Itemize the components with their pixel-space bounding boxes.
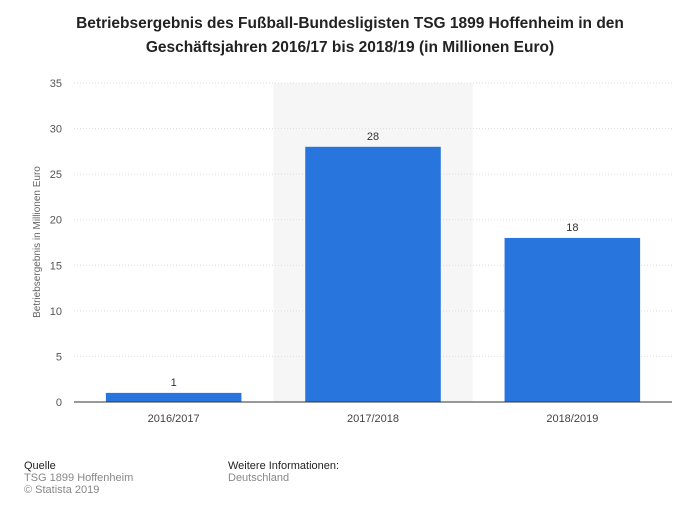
chart-title: Betriebsergebnis des Fußball-Bundesligis… xyxy=(20,12,680,60)
x-tick-label: 2016/2017 xyxy=(148,413,200,425)
info-block: Weitere Informationen: Deutschland xyxy=(228,460,339,484)
info-line-1: Deutschland xyxy=(228,472,290,484)
source-line-2: © Statista 2019 xyxy=(24,484,100,496)
y-tick-label: 15 xyxy=(50,260,62,272)
x-tick-label: 2018/2019 xyxy=(546,413,598,425)
chart-title-line-1: Betriebsergebnis des Fußball-Bundesligis… xyxy=(76,15,624,32)
y-tick-label: 35 xyxy=(50,78,62,90)
y-axis-label: Betriebsergebnis in Millionen Euro xyxy=(32,166,43,318)
bars: 1 28 18 xyxy=(105,131,641,402)
grid-lines xyxy=(74,82,672,357)
y-tick-label: 25 xyxy=(50,169,62,181)
chart-title-line-2: Geschäftsjahren 2016/17 bis 2018/19 (in … xyxy=(145,39,555,56)
data-label: 28 xyxy=(367,131,379,143)
bar-2018/2019 xyxy=(504,237,641,402)
y-tick-label: 20 xyxy=(50,215,62,227)
y-tick-label: 5 xyxy=(56,351,62,363)
y-axis-ticks: 0 5 10 15 20 25 30 35 xyxy=(50,78,62,409)
source-label: Quelle xyxy=(24,460,56,472)
y-tick-label: 30 xyxy=(50,124,62,136)
source-line-1: TSG 1899 Hoffenheim xyxy=(24,472,134,484)
info-label: Weitere Informationen: xyxy=(228,460,340,472)
y-tick-label: 0 xyxy=(56,397,62,409)
data-label: 1 xyxy=(171,377,177,389)
bar-2017/2018 xyxy=(305,146,441,402)
x-axis-ticks: 2016/2017 2017/2018 2018/2019 xyxy=(148,413,599,425)
data-label: 18 xyxy=(566,222,578,234)
bar-2016/2017 xyxy=(105,392,242,402)
x-tick-label: 2017/2018 xyxy=(347,413,399,425)
source-block: Quelle TSG 1899 Hoffenheim © Statista 20… xyxy=(24,460,133,496)
y-tick-label: 10 xyxy=(50,306,62,318)
